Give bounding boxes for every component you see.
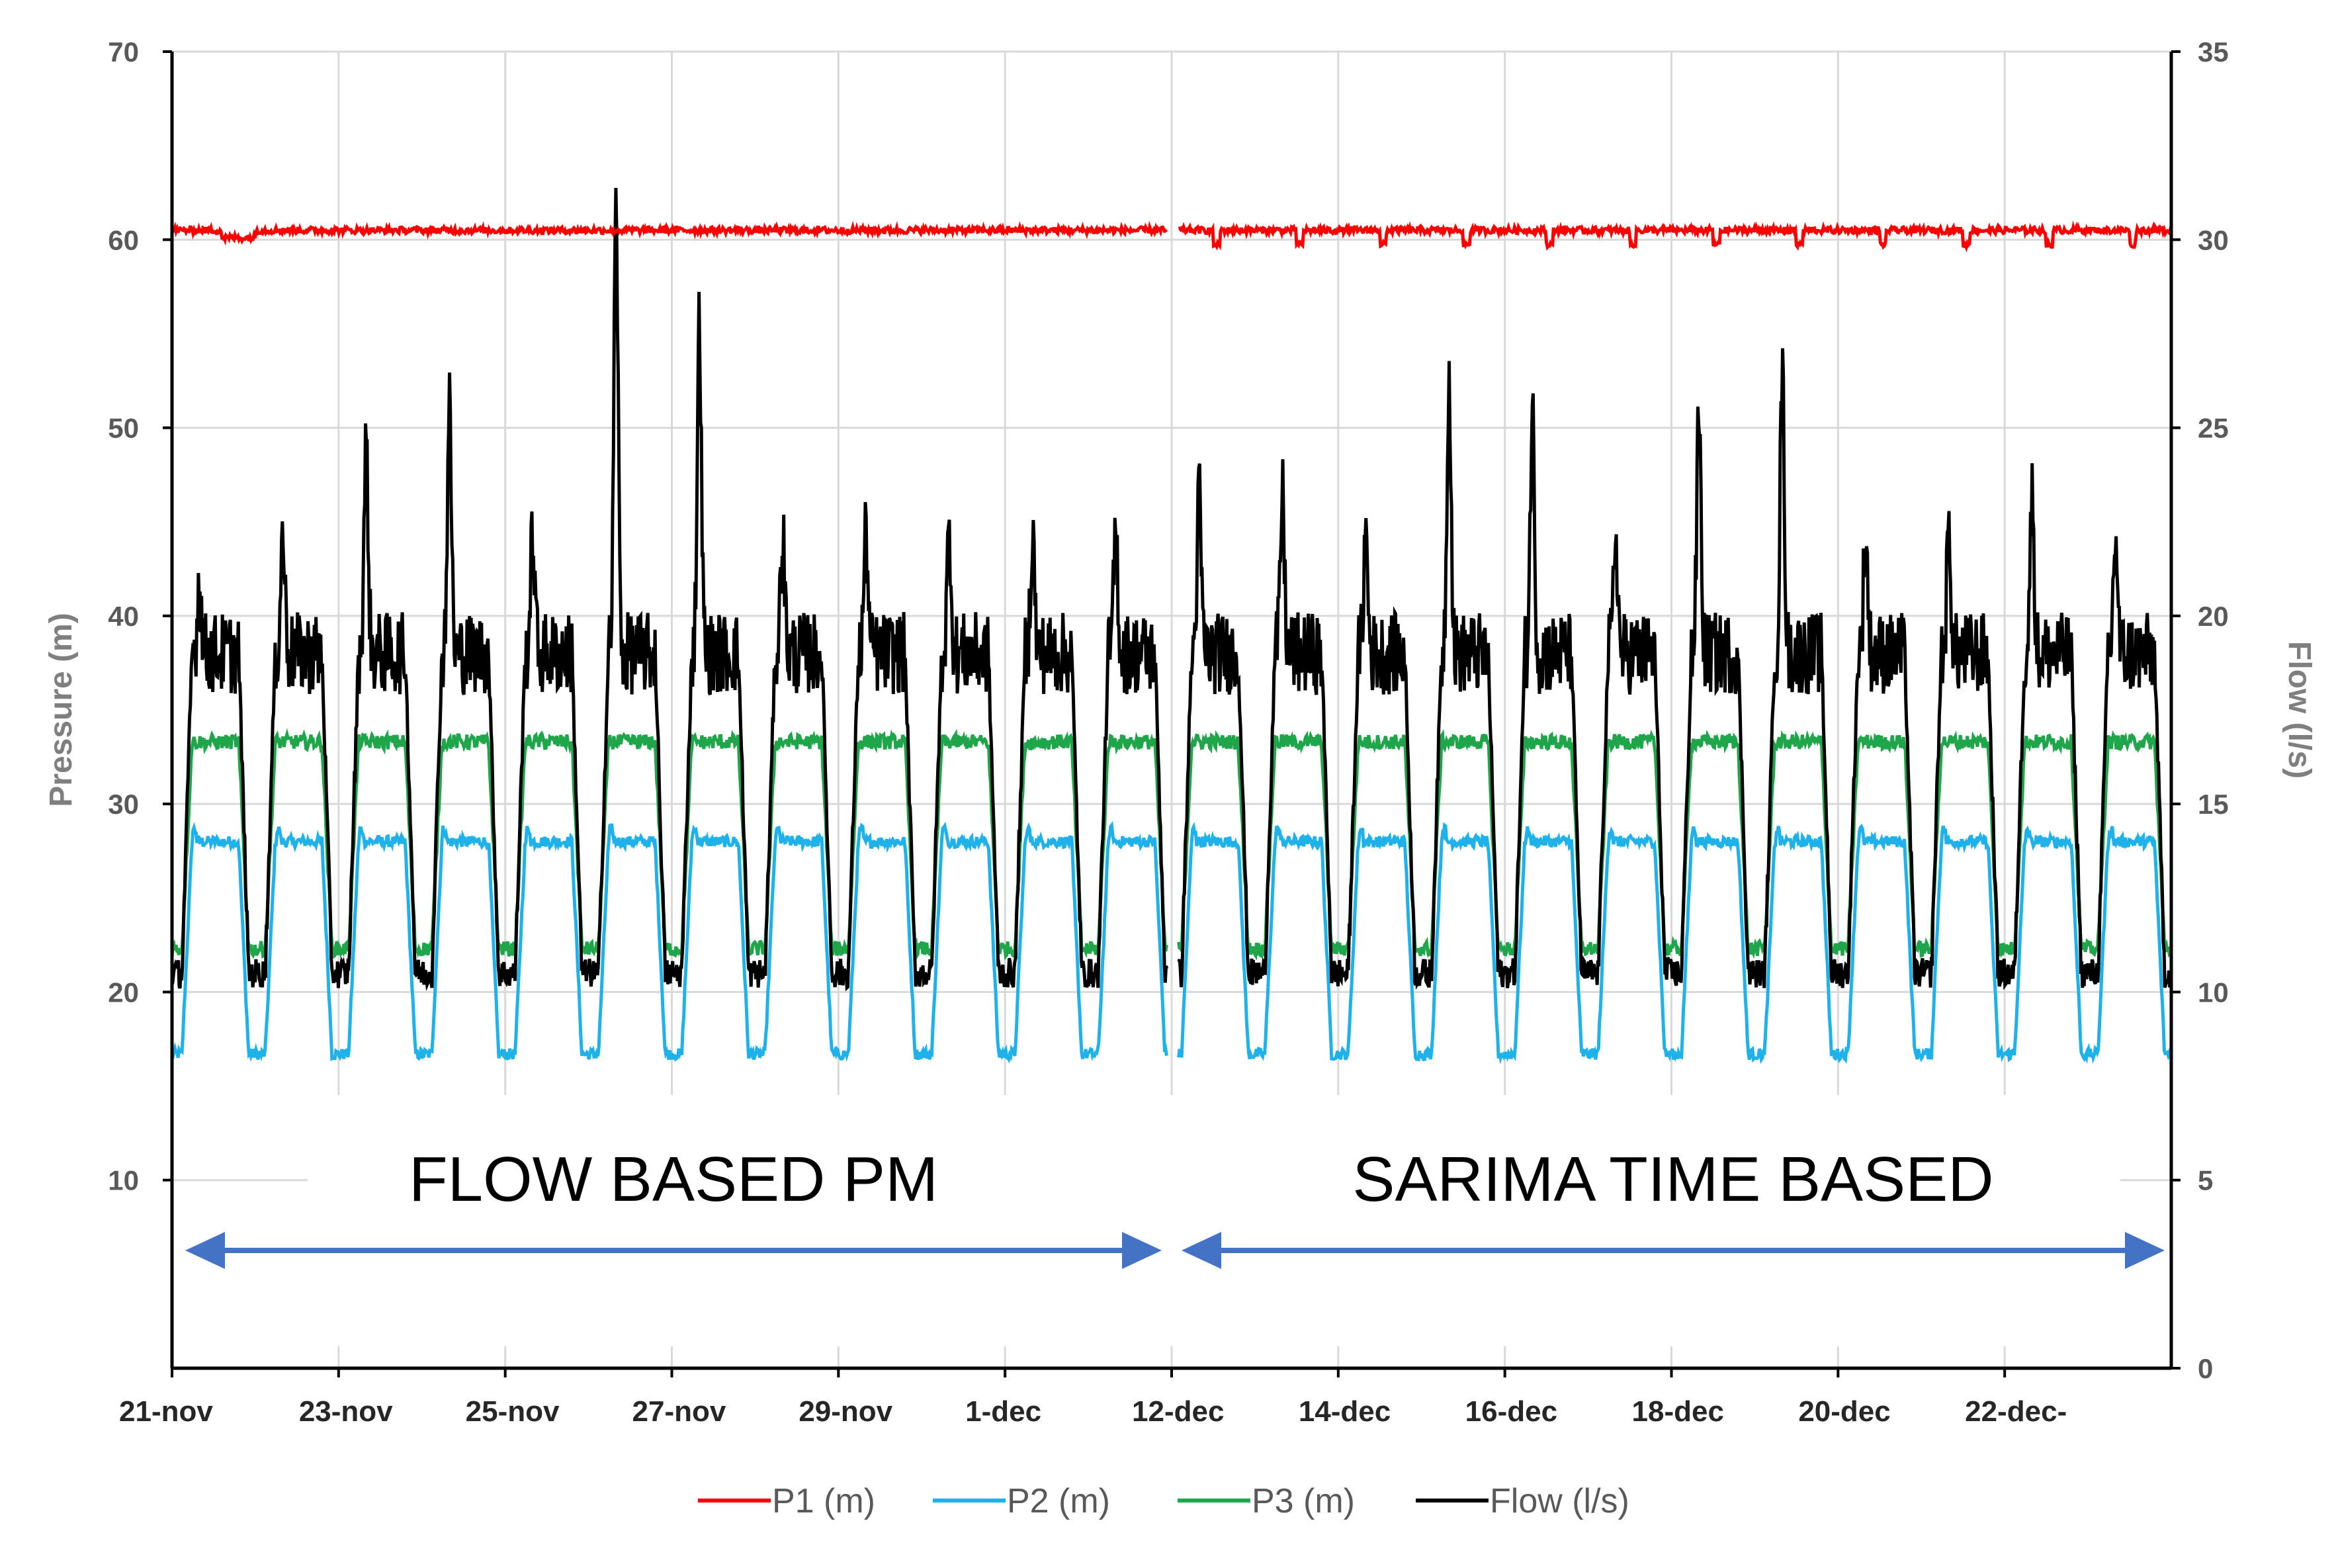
annotation-label: SARIMA TIME BASED bbox=[1352, 1144, 1993, 1215]
annotation-panel bbox=[308, 1095, 2120, 1346]
x-tick-label: 22-dec- bbox=[1965, 1395, 2067, 1428]
y2-tick-label: 10 bbox=[2198, 977, 2229, 1008]
x-tick-label: 21-nov bbox=[119, 1395, 213, 1428]
y2-tick-label: 35 bbox=[2198, 36, 2229, 67]
series-lines bbox=[170, 187, 2173, 1065]
y2-tick-label: 30 bbox=[2198, 224, 2229, 255]
legend-label-p2: P2 (m) bbox=[1007, 1482, 1110, 1520]
annotation-arrow-head-right bbox=[2125, 1232, 2165, 1269]
y2-tick-label: 25 bbox=[2198, 413, 2229, 444]
legend-label-p3: P3 (m) bbox=[1252, 1482, 1355, 1520]
x-tick-label: 25-nov bbox=[466, 1395, 560, 1428]
x-tick-label: 16-dec bbox=[1465, 1395, 1557, 1428]
legend-label-p1: P1 (m) bbox=[772, 1482, 875, 1520]
series-line-p3 bbox=[170, 728, 2173, 961]
series-line-flow bbox=[170, 187, 2173, 992]
y2-tick-label: 5 bbox=[2198, 1165, 2213, 1196]
y-tick-label: 20 bbox=[108, 977, 139, 1008]
x-tick-label: 1-dec bbox=[965, 1395, 1041, 1428]
y2-axis-title: Flow (l/s) bbox=[2282, 641, 2317, 779]
annotation-arrow-head-right bbox=[1122, 1232, 1162, 1269]
annotation-arrow-head-left bbox=[185, 1232, 225, 1269]
y-tick-label: 40 bbox=[108, 601, 139, 632]
y-tick-label: 70 bbox=[108, 36, 139, 67]
legend-label-flow: Flow (l/s) bbox=[1490, 1482, 1629, 1520]
x-tick-label: 12-dec bbox=[1132, 1395, 1224, 1428]
annotation-label: FLOW BASED PM bbox=[409, 1144, 938, 1215]
x-tick-label: 29-nov bbox=[799, 1395, 892, 1428]
y-axis-title: Pressure (m) bbox=[44, 613, 79, 806]
y2-tick-label: 0 bbox=[2198, 1353, 2213, 1384]
x-tick-label: 23-nov bbox=[299, 1395, 393, 1428]
x-tick-label: 27-nov bbox=[632, 1395, 726, 1428]
axes: 10 20 30 40 50 60 70 0 5 10 15 20 25 30 35 21-nov 23-nov… bbox=[44, 36, 2317, 1428]
annotations: FLOW BASED PM SARIMA TIME BASED bbox=[185, 1095, 2165, 1346]
y2-tick-label: 20 bbox=[2198, 601, 2229, 632]
series-line-p1 bbox=[170, 220, 2173, 253]
legend: P1 (m) P2 (m) P3 (m) Flow (l/s) bbox=[698, 1482, 1629, 1520]
x-tick-label: 20-dec bbox=[1798, 1395, 1890, 1428]
y2-tick-label: 15 bbox=[2198, 789, 2229, 820]
series-line-p2 bbox=[170, 820, 2173, 1065]
x-tick-label: 18-dec bbox=[1632, 1395, 1724, 1428]
annotation-arrow-head-left bbox=[1182, 1232, 1221, 1269]
y-tick-label: 50 bbox=[108, 413, 139, 444]
x-tick-label: 14-dec bbox=[1299, 1395, 1391, 1428]
y-tick-label: 60 bbox=[108, 224, 139, 255]
y-tick-label: 10 bbox=[108, 1165, 139, 1196]
y-tick-label: 30 bbox=[108, 789, 139, 820]
